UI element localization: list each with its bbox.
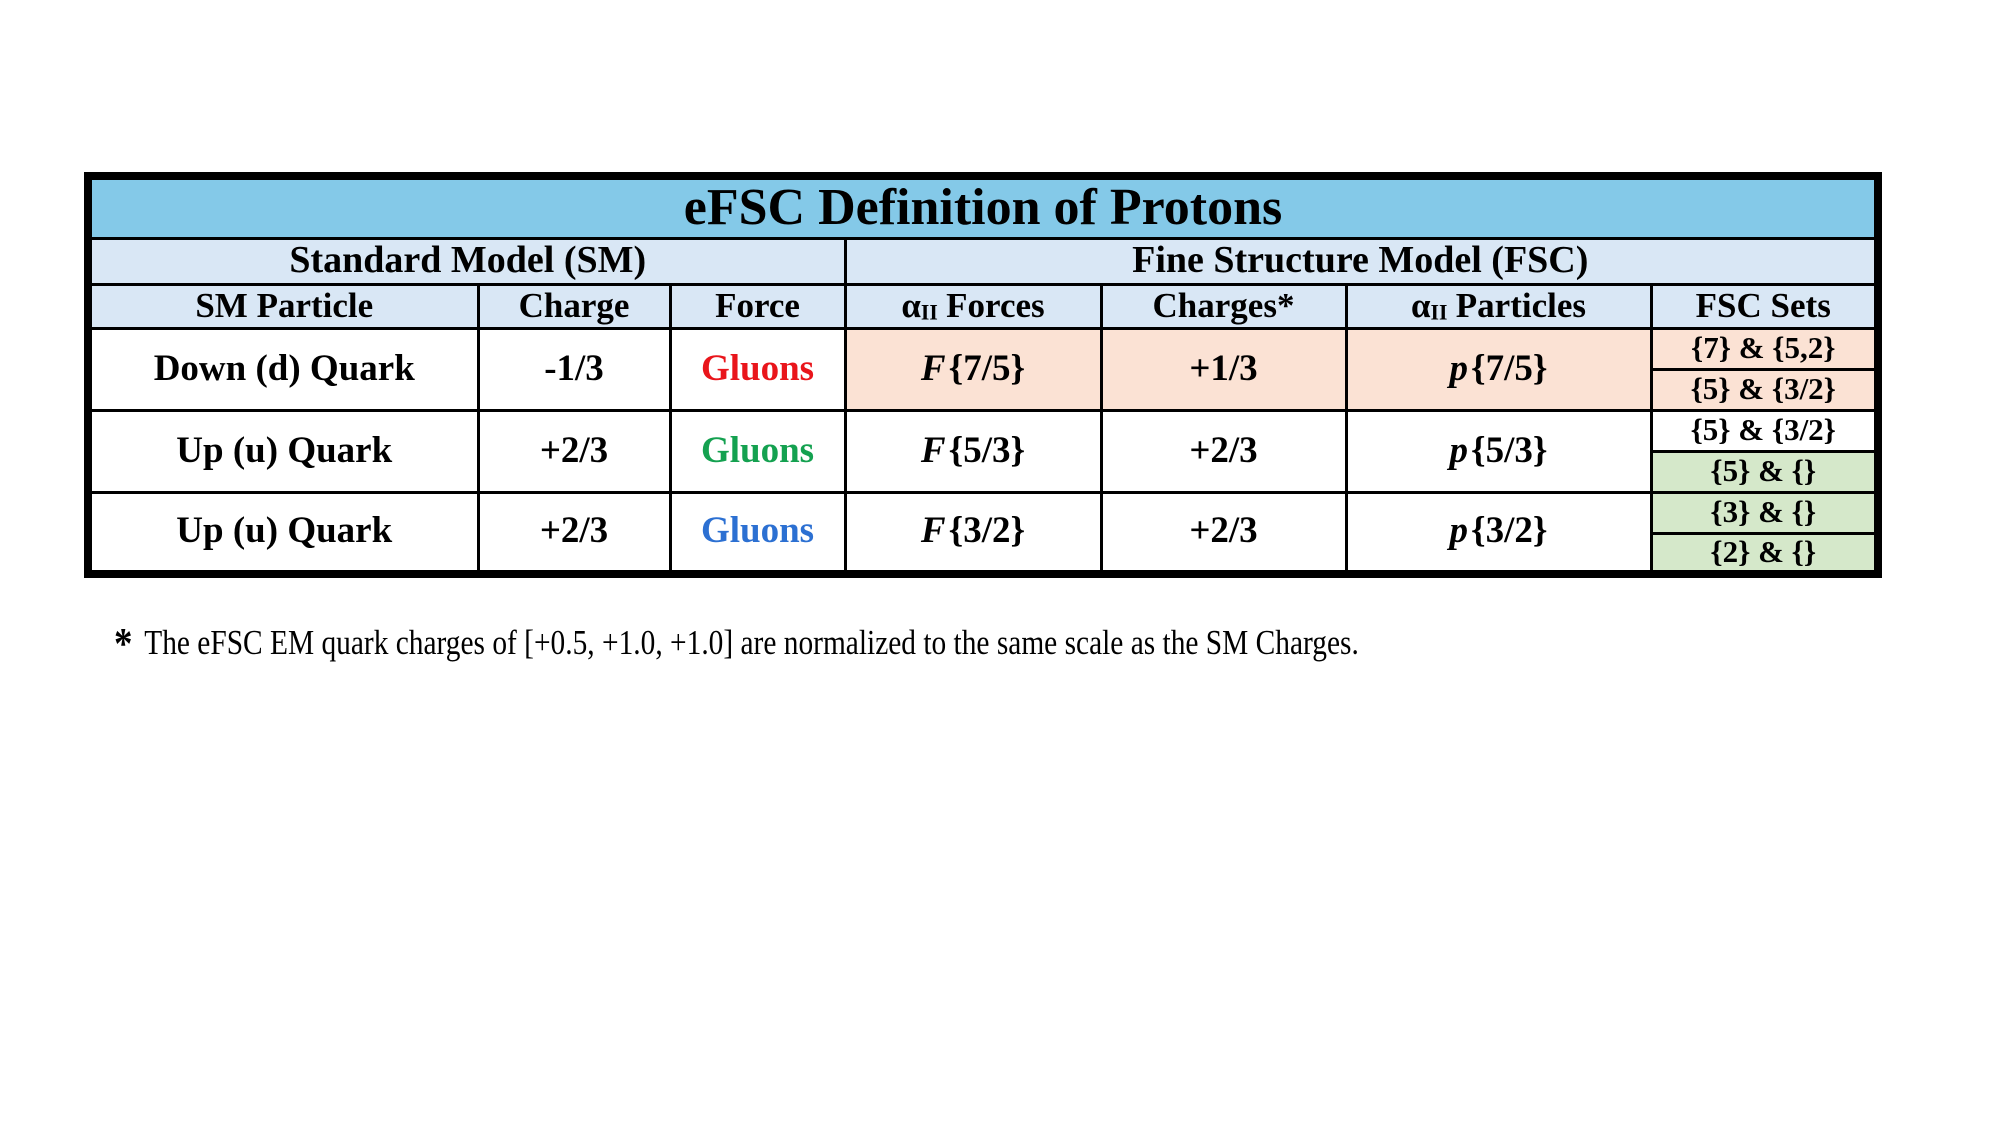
- col-header-aii-particles-label: Particles: [1455, 285, 1587, 325]
- cell-aii-force: F{3/2}: [843, 490, 1103, 576]
- cell-fsc-set: {5} & {3/2}: [1649, 408, 1880, 453]
- col-header-charge: Charge: [476, 282, 672, 330]
- force-value: {3/2}: [948, 510, 1026, 552]
- force-symbol: F: [920, 510, 946, 552]
- particle-symbol: p: [1449, 510, 1469, 552]
- particle-value: {3/2}: [1471, 510, 1548, 552]
- particle-value: {5/3}: [1471, 429, 1548, 471]
- table-title: eFSC Definition of Protons: [86, 174, 1880, 240]
- efsc-table-container: eFSC Definition of Protons Standard Mode…: [84, 172, 1882, 578]
- cell-aii-particle: p{3/2}: [1344, 490, 1653, 576]
- cell-fsc-charge: +2/3: [1099, 408, 1348, 494]
- alpha-subscript: II: [920, 300, 938, 325]
- col-header-force: Force: [668, 282, 847, 330]
- cell-fsc-set: {2} & {}: [1649, 531, 1880, 576]
- cell-particle: Down (d) Quark: [86, 326, 480, 412]
- cell-fsc-set: {3} & {}: [1649, 490, 1880, 535]
- col-header-aii-forces-label: Forces: [946, 285, 1045, 325]
- particle-value: {7/5}: [1471, 347, 1548, 389]
- footnote-text: The eFSC EM quark charges of [+0.5, +1.0…: [144, 623, 1359, 662]
- col-header-aii-forces: αII Forces: [843, 282, 1103, 330]
- cell-force: Gluons: [668, 326, 847, 412]
- cell-fsc-charge: +1/3: [1099, 326, 1348, 412]
- force-value: {7/5}: [948, 347, 1026, 389]
- particle-symbol: p: [1449, 429, 1469, 471]
- particle-symbol: p: [1449, 347, 1469, 389]
- col-header-fsc-sets: FSC Sets: [1649, 282, 1880, 330]
- group-header-standard-model: Standard Model (SM): [86, 236, 847, 286]
- col-header-aii-particles: αII Particles: [1344, 282, 1653, 330]
- col-header-charges: Charges*: [1099, 282, 1348, 330]
- cell-aii-particle: p{5/3}: [1344, 408, 1653, 494]
- force-symbol: F: [920, 429, 946, 471]
- force-value: {5/3}: [948, 429, 1026, 471]
- efsc-protons-table: eFSC Definition of Protons Standard Mode…: [84, 172, 1882, 578]
- cell-aii-force: F{7/5}: [843, 326, 1103, 412]
- cell-fsc-charge: +2/3: [1099, 490, 1348, 576]
- col-header-sm-particle: SM Particle: [86, 282, 480, 330]
- group-header-fine-structure-model: Fine Structure Model (FSC): [843, 236, 1880, 286]
- cell-sm-charge: +2/3: [476, 408, 672, 494]
- alpha-symbol: α: [1410, 285, 1431, 325]
- cell-sm-charge: -1/3: [476, 326, 672, 412]
- cell-fsc-set: {5} & {3/2}: [1649, 367, 1880, 412]
- cell-fsc-set: {5} & {}: [1649, 449, 1880, 494]
- alpha-symbol: α: [901, 285, 921, 325]
- cell-aii-force: F{5/3}: [843, 408, 1103, 494]
- cell-force: Gluons: [668, 490, 847, 576]
- cell-particle: Up (u) Quark: [86, 490, 480, 576]
- cell-force: Gluons: [668, 408, 847, 494]
- alpha-subscript: II: [1430, 300, 1448, 325]
- force-symbol: F: [920, 347, 946, 389]
- cell-fsc-set: {7} & {5,2}: [1649, 326, 1880, 371]
- cell-aii-particle: p{7/5}: [1344, 326, 1653, 412]
- cell-sm-charge: +2/3: [476, 490, 672, 576]
- cell-particle: Up (u) Quark: [86, 408, 480, 494]
- footnote-asterisk: *: [114, 619, 133, 668]
- footnote: * The eFSC EM quark charges of [+0.5, +1.…: [114, 618, 1596, 669]
